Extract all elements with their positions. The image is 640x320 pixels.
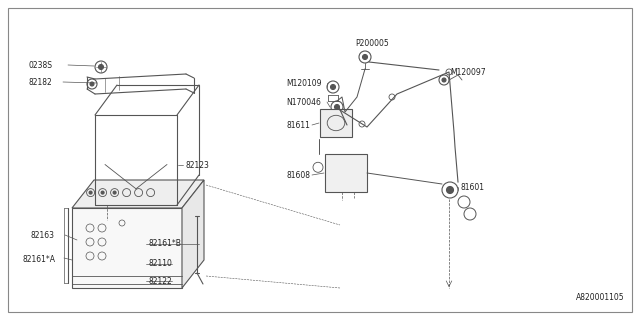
Text: 82163: 82163 <box>30 230 54 239</box>
Circle shape <box>335 105 339 109</box>
Circle shape <box>89 191 92 194</box>
Circle shape <box>113 191 116 194</box>
Circle shape <box>90 82 94 86</box>
Bar <box>325 154 367 192</box>
Text: 82182: 82182 <box>28 77 52 86</box>
Text: 81608: 81608 <box>286 171 310 180</box>
Circle shape <box>101 191 104 194</box>
Text: 82161*A: 82161*A <box>22 255 55 265</box>
Polygon shape <box>182 180 204 288</box>
Text: A820001105: A820001105 <box>577 293 625 302</box>
Text: 82123: 82123 <box>185 161 209 170</box>
Text: N170046: N170046 <box>286 98 321 107</box>
Circle shape <box>442 78 446 82</box>
Polygon shape <box>72 180 204 208</box>
Text: 82122: 82122 <box>148 276 172 285</box>
Text: 82110: 82110 <box>148 260 172 268</box>
Text: 81601: 81601 <box>460 182 484 191</box>
Text: 81611: 81611 <box>286 121 310 130</box>
Bar <box>320 109 352 137</box>
Bar <box>72 208 182 288</box>
Text: M120097: M120097 <box>450 68 486 76</box>
Text: 82161*B: 82161*B <box>148 239 181 249</box>
Circle shape <box>99 65 104 69</box>
Circle shape <box>447 187 454 194</box>
Text: P200005: P200005 <box>355 38 388 47</box>
Text: 0238S: 0238S <box>28 60 52 69</box>
Text: M120109: M120109 <box>286 78 321 87</box>
Circle shape <box>362 54 367 60</box>
Circle shape <box>330 84 335 90</box>
